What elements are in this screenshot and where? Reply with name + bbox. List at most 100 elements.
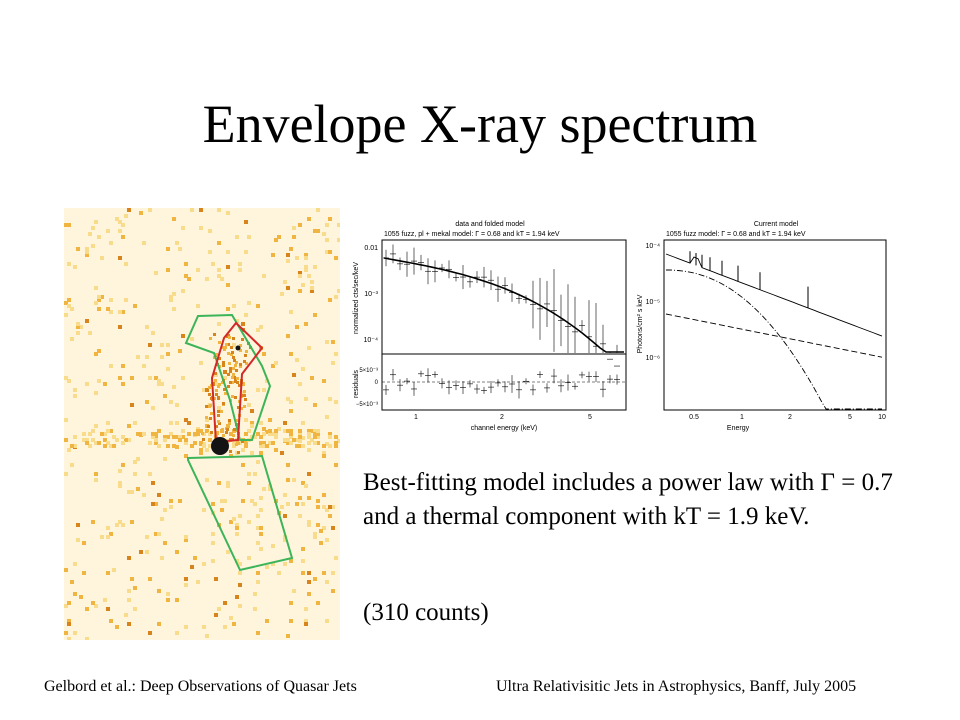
xray-pixel: [130, 376, 134, 380]
xray-pixel: [316, 601, 320, 605]
xray-pixel: [283, 493, 287, 497]
xray-jet-pixel: [236, 377, 239, 380]
counterjet-region-green: [187, 454, 294, 572]
xray-pixel: [226, 265, 230, 269]
xray-pixel: [304, 322, 308, 326]
xray-jet-pixel: [222, 346, 225, 349]
xray-jet-pixel: [217, 420, 220, 423]
xray-pixel: [307, 592, 311, 596]
xray-pixel: [124, 214, 128, 218]
xray-pixel: [151, 331, 155, 335]
xray-pixel: [304, 268, 308, 272]
xray-pixel: [259, 508, 263, 512]
xray-pixel: [328, 397, 332, 401]
xray-pixel: [109, 298, 113, 302]
xray-pixel: [220, 508, 224, 512]
xray-pixel: [94, 352, 98, 356]
xray-spike-pixel: [106, 441, 110, 445]
xray-jet-pixel: [215, 393, 218, 396]
xray-pixel: [181, 289, 185, 293]
xray-spike-pixel: [139, 432, 143, 436]
xray-pixel: [298, 271, 302, 275]
xray-pixel: [307, 580, 311, 584]
xray-jet-pixel: [236, 381, 239, 384]
xray-pixel: [322, 232, 326, 236]
xray-pixel: [334, 256, 338, 260]
xray-spike-pixel: [268, 441, 272, 445]
xray-pixel: [295, 256, 299, 260]
xray-pixel: [235, 595, 239, 599]
xray-jet-pixel: [227, 373, 230, 376]
xray-pixel: [307, 520, 311, 524]
xray-pixel: [313, 532, 317, 536]
xray-pixel: [184, 625, 188, 629]
xray-pixel: [121, 223, 125, 227]
xray-jet-pixel: [239, 349, 242, 352]
xray-pixel: [136, 457, 140, 461]
xray-spike-pixel: [169, 432, 173, 436]
xray-spike-pixel: [151, 435, 155, 439]
xray-jet-pixel: [215, 389, 218, 392]
xray-spike-pixel: [313, 429, 317, 433]
xray-pixel: [247, 235, 251, 239]
spectrum-plot-model: Current model 1055 fuzz model: Γ = 0.68 …: [630, 214, 892, 436]
xray-pixel: [154, 271, 158, 275]
xray-spike-pixel: [298, 429, 302, 433]
xray-spike-pixel: [244, 432, 248, 436]
xray-pixel: [334, 556, 338, 560]
xray-spike-pixel: [322, 444, 326, 448]
xray-pixel: [184, 262, 188, 266]
xray-pixel: [118, 520, 122, 524]
xray-spike-pixel: [151, 432, 155, 436]
xray-pixel: [334, 352, 338, 356]
xray-pixel: [298, 382, 302, 386]
xray-jet-pixel: [235, 369, 238, 372]
xray-pixel: [151, 406, 155, 410]
xray-jet-pixel: [202, 438, 205, 441]
xray-pixel: [316, 208, 320, 212]
xray-pixel: [169, 295, 173, 299]
xray-pixel: [148, 472, 152, 476]
xray-pixel: [199, 451, 203, 455]
xray-spike-pixel: [154, 432, 158, 436]
xray-spike-pixel: [289, 441, 293, 445]
xray-spike-pixel: [154, 441, 158, 445]
footer-conference: Ultra Relativisitic Jets in Astrophysics…: [496, 678, 857, 695]
xray-pixel: [301, 547, 305, 551]
xray-spike-pixel: [91, 429, 95, 433]
xray-jet-pixel: [237, 442, 240, 445]
xray-spike-pixel: [298, 435, 302, 439]
xray-jet-pixel: [238, 384, 241, 387]
xray-pixel: [226, 250, 230, 254]
xray-pixel: [97, 298, 101, 302]
xray-pixel: [118, 229, 122, 233]
xray-pixel: [250, 451, 254, 455]
xray-jet-pixel: [208, 386, 211, 389]
xray-pixel: [178, 499, 182, 503]
xray-jet-pixel: [228, 419, 231, 422]
xray-pixel: [286, 502, 290, 506]
xray-jet-pixel: [229, 381, 232, 384]
xray-jet-pixel: [232, 356, 235, 359]
xray-pixel: [169, 421, 173, 425]
xray-jet-pixel: [229, 367, 232, 370]
xray-pixel: [217, 406, 221, 410]
xray-pixel: [232, 343, 236, 347]
xray-jet-pixel: [233, 359, 236, 362]
xray-pixel: [259, 526, 263, 530]
xray-pixel: [325, 238, 329, 242]
xray-pixel: [118, 376, 122, 380]
xray-pixel: [106, 607, 110, 611]
xray-spike-pixel: [202, 444, 206, 448]
xray-pixel: [79, 325, 83, 329]
xray-pixel: [259, 325, 263, 329]
model-plot-curves: [665, 251, 883, 410]
xray-pixel: [328, 514, 332, 518]
xray-pixel: [313, 265, 317, 269]
xray-pixel: [265, 565, 269, 569]
xray-pixel: [121, 364, 125, 368]
model-powerlaw-curve: [665, 313, 883, 358]
xray-pixel: [76, 523, 80, 527]
xray-pixel: [241, 322, 245, 326]
xray-spike-pixel: [244, 444, 248, 448]
